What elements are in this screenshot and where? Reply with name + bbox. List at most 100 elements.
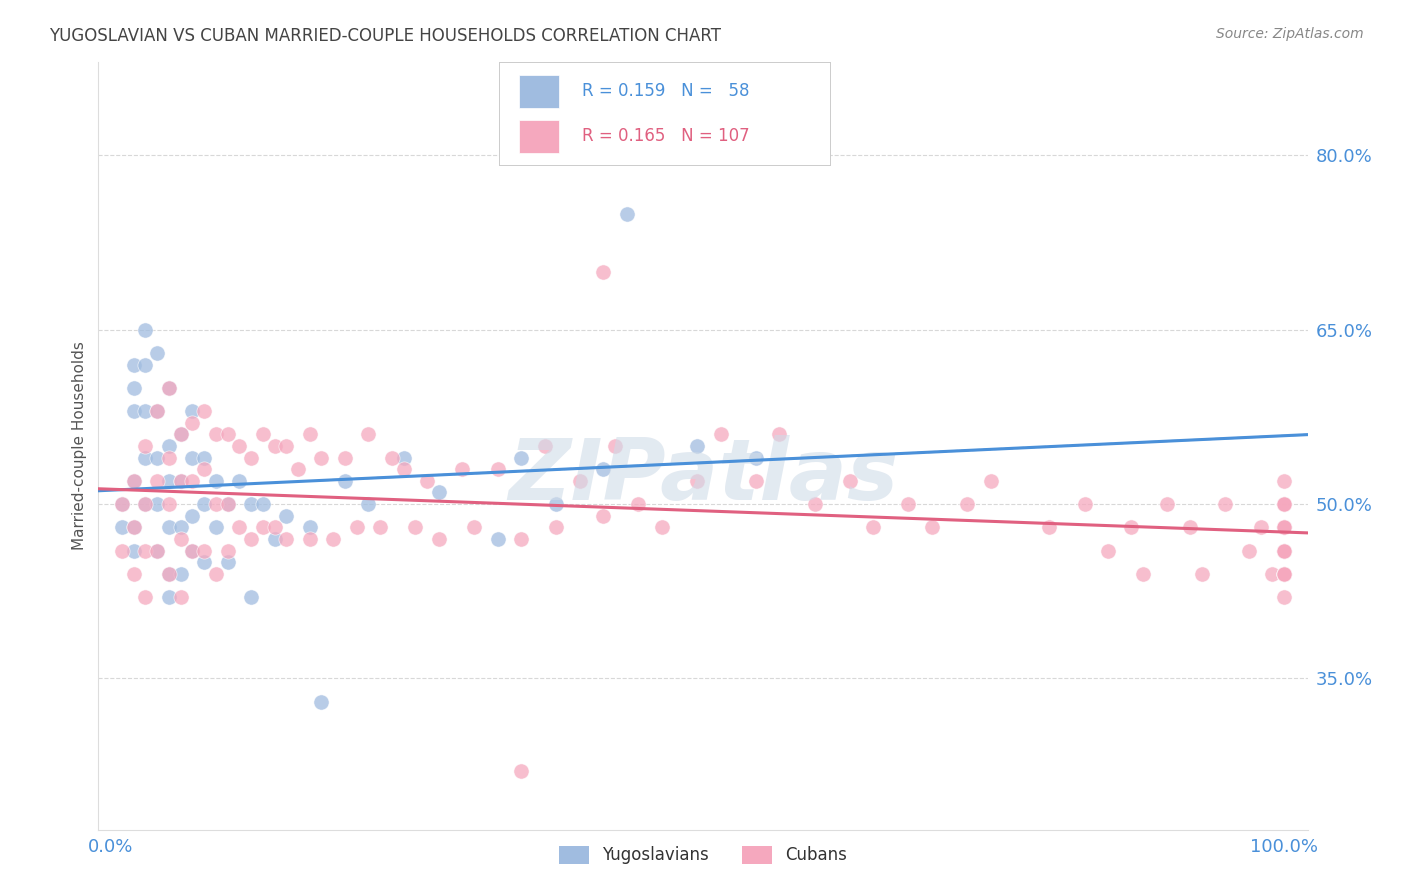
Text: R = 0.165   N = 107: R = 0.165 N = 107 [582,128,749,145]
Point [157,497,180,511]
Point [217,497,239,511]
Point [146,497,169,511]
Point [510,764,533,779]
Point [1038,520,1060,534]
Point [1156,497,1178,511]
Point [204,520,226,534]
Point [204,427,226,442]
Point [416,474,439,488]
Point [204,497,226,511]
Point [134,323,156,337]
Point [311,695,333,709]
Point [146,450,169,465]
Point [146,543,169,558]
FancyBboxPatch shape [519,120,558,153]
Point [451,462,474,476]
Point [181,543,204,558]
Point [346,520,368,534]
Point [193,462,215,476]
Point [181,416,204,430]
Point [240,450,263,465]
Point [263,520,285,534]
Point [686,474,709,488]
Point [169,520,191,534]
Point [204,474,226,488]
Point [1272,566,1295,581]
Text: YUGOSLAVIAN VS CUBAN MARRIED-COUPLE HOUSEHOLDS CORRELATION CHART: YUGOSLAVIAN VS CUBAN MARRIED-COUPLE HOUS… [49,27,721,45]
Point [169,566,191,581]
Text: Source: ZipAtlas.com: Source: ZipAtlas.com [1216,27,1364,41]
Point [298,520,321,534]
Point [122,474,145,488]
Point [157,450,180,465]
Point [111,520,134,534]
Point [252,497,274,511]
Point [1272,543,1295,558]
Point [381,450,404,465]
Point [122,358,145,372]
Point [322,532,344,546]
Point [921,520,943,534]
Point [122,381,145,395]
Point [228,520,250,534]
Point [134,439,156,453]
Point [298,427,321,442]
Point [157,474,180,488]
Point [276,508,298,523]
Point [333,474,356,488]
Point [862,520,884,534]
Point [1073,497,1095,511]
Point [193,450,215,465]
Point [1272,566,1295,581]
Point [263,439,285,453]
Point [122,520,145,534]
Point [1272,566,1295,581]
Point [1272,497,1295,511]
Point [122,404,145,418]
Point [122,520,145,534]
Point [1180,520,1202,534]
Point [1272,543,1295,558]
Point [134,404,156,418]
Legend: Yugoslavians, Cubans: Yugoslavians, Cubans [553,839,853,871]
Point [263,532,285,546]
Point [193,404,215,418]
Point [252,427,274,442]
Point [193,497,215,511]
Point [1250,520,1272,534]
Y-axis label: Married-couple Households: Married-couple Households [72,342,87,550]
Point [357,427,380,442]
Point [204,566,226,581]
Point [217,543,239,558]
Point [134,497,156,511]
Point [240,497,263,511]
Point [427,532,450,546]
Point [404,520,426,534]
Point [111,497,134,511]
Point [1272,520,1295,534]
Point [1272,497,1295,511]
Point [686,439,709,453]
Point [134,358,156,372]
Point [603,439,626,453]
Point [1237,543,1260,558]
Point [1272,497,1295,511]
Point [287,462,309,476]
FancyBboxPatch shape [519,75,558,108]
Point [157,590,180,604]
Point [193,555,215,569]
Point [1272,474,1295,488]
Point [427,485,450,500]
Point [357,497,380,511]
Point [627,497,650,511]
Point [368,520,391,534]
Point [745,450,768,465]
Point [169,590,191,604]
Point [392,462,415,476]
Point [122,543,145,558]
Point [546,520,568,534]
Point [217,555,239,569]
Point [146,474,169,488]
Point [1272,520,1295,534]
Point [592,265,614,279]
